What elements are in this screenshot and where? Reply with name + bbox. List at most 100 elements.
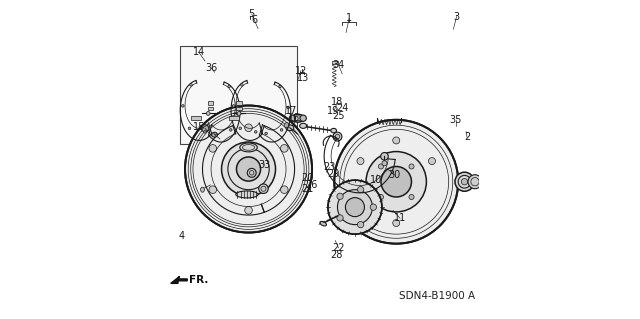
Circle shape [280, 145, 288, 152]
Text: 4: 4 [178, 231, 184, 241]
Text: 24: 24 [336, 103, 348, 113]
Ellipse shape [331, 128, 337, 133]
Bar [180, 46, 297, 144]
Text: 28: 28 [330, 250, 342, 260]
Circle shape [337, 190, 372, 225]
Circle shape [284, 123, 289, 128]
Circle shape [221, 142, 276, 196]
Circle shape [346, 197, 364, 217]
Text: 19: 19 [326, 106, 339, 116]
Circle shape [381, 152, 388, 160]
Circle shape [393, 137, 400, 144]
Circle shape [236, 106, 239, 109]
Circle shape [259, 184, 268, 194]
Circle shape [202, 125, 209, 132]
Text: 2: 2 [464, 132, 470, 142]
Circle shape [337, 215, 343, 221]
Ellipse shape [300, 123, 307, 128]
Circle shape [409, 164, 414, 169]
Text: 12: 12 [295, 66, 307, 76]
Circle shape [287, 106, 289, 109]
Circle shape [236, 157, 260, 181]
Circle shape [429, 158, 435, 165]
Circle shape [280, 186, 288, 194]
Text: 17: 17 [285, 106, 297, 116]
Circle shape [300, 115, 307, 122]
Circle shape [366, 152, 426, 212]
Polygon shape [171, 276, 188, 283]
Bar [236, 107, 241, 110]
Ellipse shape [292, 114, 304, 122]
Text: 14: 14 [193, 47, 205, 57]
Circle shape [232, 105, 235, 107]
Circle shape [188, 127, 191, 130]
Text: 10: 10 [371, 175, 383, 185]
Circle shape [393, 219, 400, 226]
Circle shape [409, 195, 414, 200]
Text: 36: 36 [205, 63, 218, 73]
Circle shape [328, 180, 382, 234]
Circle shape [237, 112, 241, 115]
Text: 33: 33 [259, 160, 271, 170]
Circle shape [230, 129, 232, 131]
Circle shape [185, 106, 312, 233]
Bar [236, 101, 241, 105]
Text: SDN4-B1900 A: SDN4-B1900 A [399, 291, 476, 301]
Circle shape [357, 158, 364, 165]
Circle shape [370, 204, 376, 210]
Circle shape [333, 132, 342, 141]
Ellipse shape [320, 221, 326, 226]
Ellipse shape [202, 125, 209, 132]
Ellipse shape [212, 132, 218, 137]
Text: 13: 13 [298, 72, 310, 83]
Text: 26: 26 [305, 180, 317, 190]
Text: 3: 3 [454, 11, 460, 22]
Ellipse shape [200, 187, 204, 192]
Text: 29: 29 [327, 169, 340, 179]
Text: 6: 6 [252, 15, 258, 26]
Bar [208, 107, 213, 110]
Circle shape [337, 193, 343, 199]
Circle shape [206, 112, 210, 115]
Ellipse shape [236, 191, 258, 198]
Bar [230, 116, 239, 120]
Text: FR.: FR. [189, 275, 209, 285]
Circle shape [182, 105, 184, 107]
Circle shape [334, 120, 458, 244]
Text: 15: 15 [193, 122, 205, 132]
Text: 23: 23 [323, 162, 336, 173]
Text: 18: 18 [332, 97, 344, 107]
Circle shape [358, 186, 364, 193]
Circle shape [381, 167, 412, 197]
Circle shape [468, 175, 482, 189]
Text: 34: 34 [332, 60, 344, 70]
Circle shape [255, 130, 257, 133]
Circle shape [209, 186, 216, 194]
Circle shape [461, 179, 468, 185]
Text: 35: 35 [450, 115, 462, 125]
Text: 11: 11 [394, 213, 406, 223]
Text: 1: 1 [346, 13, 352, 23]
Circle shape [455, 172, 474, 191]
Text: 20: 20 [301, 173, 314, 183]
Circle shape [357, 199, 364, 206]
Bar [191, 116, 201, 120]
Circle shape [280, 129, 283, 131]
Text: 5: 5 [248, 9, 255, 19]
Text: 16: 16 [288, 113, 300, 123]
Circle shape [241, 84, 243, 86]
Circle shape [382, 161, 387, 166]
Bar [332, 61, 338, 64]
Circle shape [214, 132, 216, 135]
Circle shape [358, 221, 364, 228]
Circle shape [244, 124, 252, 131]
Bar [208, 101, 213, 105]
Circle shape [278, 85, 281, 88]
Circle shape [378, 195, 383, 200]
Text: 30: 30 [388, 170, 401, 180]
Text: 22: 22 [332, 243, 345, 253]
Circle shape [228, 85, 230, 88]
Ellipse shape [286, 125, 294, 130]
Circle shape [244, 206, 252, 214]
Circle shape [190, 84, 193, 86]
